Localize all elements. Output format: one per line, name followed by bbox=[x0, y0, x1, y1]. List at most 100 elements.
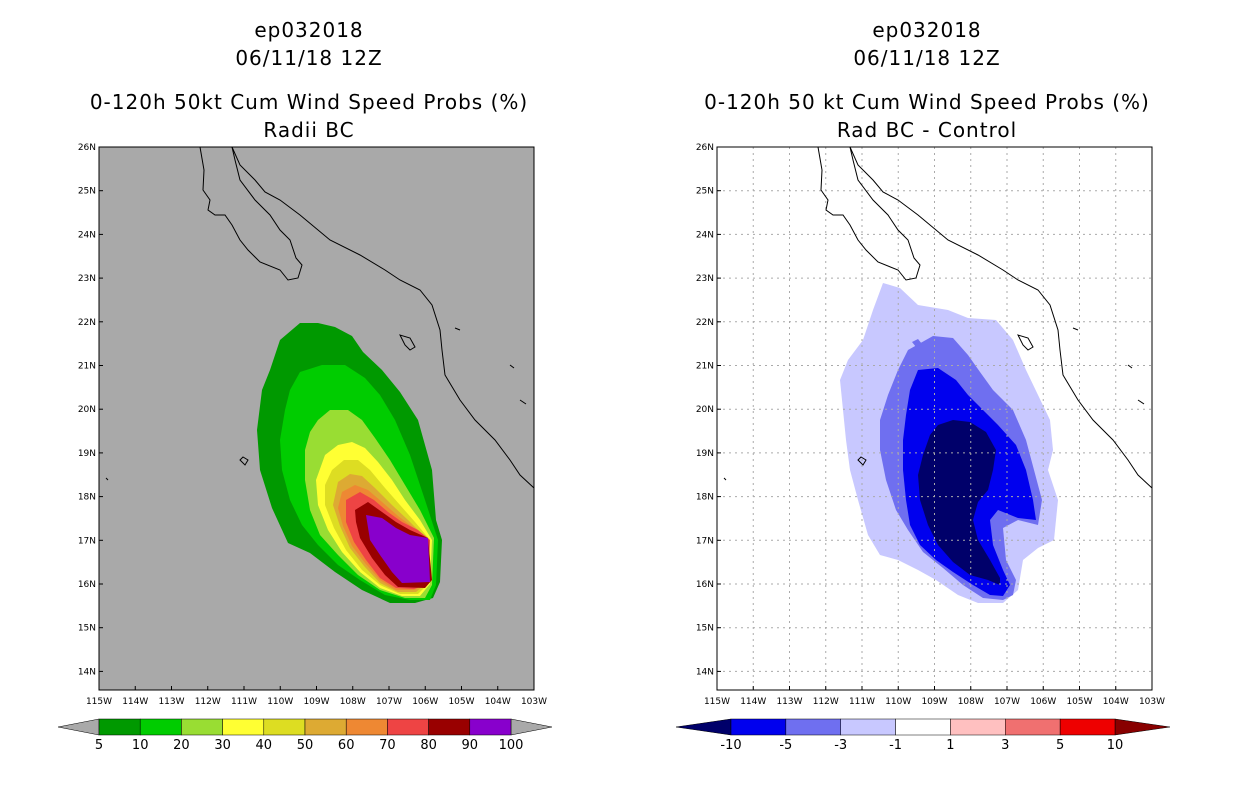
colorbar-label: 100 bbox=[499, 738, 524, 753]
colorbar-label: 1 bbox=[946, 738, 954, 753]
lat-label: 25N bbox=[78, 187, 96, 197]
right-coastline bbox=[723, 146, 1153, 489]
colorbar-swatch bbox=[387, 718, 429, 736]
lat-label: 21N bbox=[78, 362, 96, 372]
lat-label: 22N bbox=[78, 318, 96, 328]
left-storm-id: ep032018 bbox=[254, 18, 364, 42]
lat-label: 24N bbox=[696, 230, 714, 240]
lat-label: 26N bbox=[78, 143, 96, 153]
right-map-frame bbox=[716, 146, 1153, 691]
contour-90-100 bbox=[366, 515, 430, 583]
diff-minus-10 bbox=[918, 420, 1000, 585]
diff-speck bbox=[912, 339, 922, 347]
colorbar-swatch bbox=[263, 718, 306, 736]
colorbar-left-arrow bbox=[675, 718, 732, 736]
lat-label: 15N bbox=[78, 624, 96, 634]
lat-label: 20N bbox=[696, 405, 714, 415]
right-colorbar: -10 -5 -3 -1 1 3 5 10 bbox=[675, 718, 1171, 753]
lat-label: 18N bbox=[78, 493, 96, 503]
lon-label: 106W bbox=[412, 697, 438, 707]
right-storm-id: ep032018 bbox=[872, 18, 982, 42]
colorbar-label: 5 bbox=[1056, 738, 1064, 753]
lat-label: 20N bbox=[78, 405, 96, 415]
lon-label: 109W bbox=[921, 697, 947, 707]
colorbar-label: -3 bbox=[834, 738, 847, 753]
lon-label: 104W bbox=[485, 697, 511, 707]
left-date: 06/11/18 12Z bbox=[235, 46, 383, 70]
lon-label: 105W bbox=[1066, 697, 1092, 707]
colorbar-label: 50 bbox=[297, 738, 314, 753]
colorbar-label: 80 bbox=[420, 738, 437, 753]
colorbar-swatch bbox=[139, 718, 182, 736]
lon-label: 114W bbox=[122, 697, 148, 707]
colorbar-label: -10 bbox=[720, 738, 741, 753]
colorbar-label: 10 bbox=[1107, 738, 1124, 753]
colorbar-label: 40 bbox=[256, 738, 273, 753]
colorbar-swatch bbox=[428, 718, 471, 736]
colorbar-swatch bbox=[1059, 718, 1116, 736]
lon-label: 114W bbox=[740, 697, 766, 707]
lon-label: 105W bbox=[448, 697, 474, 707]
colorbar-label: 5 bbox=[95, 738, 103, 753]
colorbar-swatch bbox=[98, 718, 141, 736]
lat-label: 22N bbox=[696, 318, 714, 328]
lat-label: 23N bbox=[696, 274, 714, 284]
lon-label: 109W bbox=[303, 697, 329, 707]
lat-label: 15N bbox=[696, 624, 714, 634]
right-grid bbox=[716, 146, 1153, 690]
right-product-title: 0-120h 50 kt Cum Wind Speed Probs (%) bbox=[704, 90, 1150, 114]
lat-label: 19N bbox=[78, 449, 96, 459]
colorbar-swatch bbox=[895, 718, 951, 736]
lon-label: 108W bbox=[340, 697, 366, 707]
colorbar-label: -5 bbox=[779, 738, 792, 753]
colorbar-left-arrow bbox=[57, 718, 100, 736]
lon-label: 107W bbox=[376, 697, 402, 707]
right-subtitle: Rad BC - Control bbox=[836, 118, 1018, 142]
colorbar-swatch bbox=[345, 718, 388, 736]
colorbar-swatch bbox=[181, 718, 223, 736]
colorbar-label: 70 bbox=[379, 738, 396, 753]
right-lon-labels: 115W 114W 113W 112W 111W 110W 109W 108W 107W 106W… bbox=[704, 697, 1165, 707]
lat-label: 21N bbox=[696, 362, 714, 372]
right-lat-labels: 26N 25N 24N 23N 22N 21N 20N 19N 18N 17N 16N 15N 14N bbox=[696, 143, 714, 677]
left-panel: ep032018 06/11/18 12Z 0-120h 50kt Cum Wi… bbox=[57, 18, 553, 753]
colorbar-swatch bbox=[222, 718, 265, 736]
left-grid bbox=[98, 146, 535, 690]
left-subtitle: Radii BC bbox=[263, 118, 355, 142]
right-map: 26N25N24N23N22N21N20N19N18N17N16N15N14N … bbox=[675, 143, 1171, 753]
lon-label: 112W bbox=[195, 697, 221, 707]
lon-label: 113W bbox=[158, 697, 184, 707]
left-lon-labels: 115W 114W 113W 112W 111W 110W 109W 108W 107W 106W… bbox=[86, 697, 547, 707]
lat-label: 17N bbox=[78, 536, 96, 546]
colorbar-swatch bbox=[1005, 718, 1061, 736]
colorbar-label: 30 bbox=[214, 738, 231, 753]
left-colorbar: 5 10 20 30 40 50 60 70 80 90 100 bbox=[57, 718, 553, 753]
lon-label: 107W bbox=[994, 697, 1020, 707]
lon-label: 112W bbox=[813, 697, 839, 707]
lat-label: 17N bbox=[696, 536, 714, 546]
lon-label: 103W bbox=[1139, 697, 1165, 707]
colorbar-label: 90 bbox=[462, 738, 479, 753]
colorbar-swatch bbox=[730, 718, 787, 736]
colorbar-swatch bbox=[840, 718, 896, 736]
lon-label: 113W bbox=[776, 697, 802, 707]
lat-label: 26N bbox=[696, 143, 714, 153]
lon-label: 110W bbox=[267, 697, 293, 707]
colorbar-swatch bbox=[469, 718, 512, 736]
left-product-title: 0-120h 50kt Cum Wind Speed Probs (%) bbox=[89, 90, 529, 114]
left-probability-contours bbox=[257, 323, 442, 603]
lon-label: 111W bbox=[231, 697, 257, 707]
colorbar-swatch bbox=[785, 718, 841, 736]
lon-label: 106W bbox=[1030, 697, 1056, 707]
colorbar-label: -1 bbox=[889, 738, 902, 753]
colorbar-swatch bbox=[304, 718, 347, 736]
lat-label: 16N bbox=[78, 580, 96, 590]
lat-label: 18N bbox=[696, 493, 714, 503]
right-difference-contours bbox=[840, 283, 1058, 603]
lon-label: 115W bbox=[704, 697, 730, 707]
colorbar-label: 3 bbox=[1001, 738, 1009, 753]
lon-label: 108W bbox=[958, 697, 984, 707]
right-date: 06/11/18 12Z bbox=[853, 46, 1001, 70]
left-map-frame bbox=[98, 146, 535, 691]
left-map: 26N25N24N23N22N21N20N19N18N17N16N15N14N … bbox=[57, 143, 553, 753]
